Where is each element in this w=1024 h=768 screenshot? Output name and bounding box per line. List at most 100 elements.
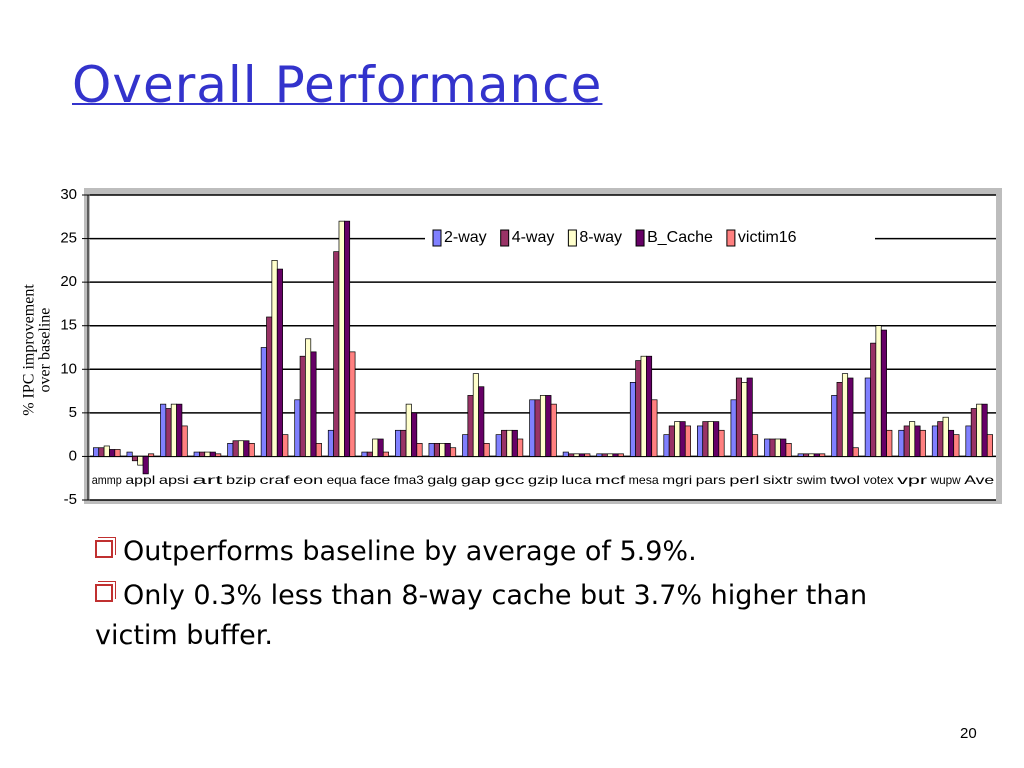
bar [299, 355, 306, 457]
x-tick-label: gap [461, 473, 491, 487]
x-tick-label: wupw [930, 473, 961, 487]
bar [534, 399, 541, 457]
x-tick-label: sixtr [763, 473, 793, 487]
bar [478, 386, 485, 457]
x-tick-label: twol [830, 473, 860, 487]
bar [181, 425, 188, 457]
bar [746, 377, 753, 457]
bar [617, 453, 624, 457]
bar [774, 438, 781, 457]
bar [780, 438, 787, 457]
x-tick-label: equa [327, 473, 357, 487]
legend-swatch [500, 229, 510, 247]
x-tick-label: appl [125, 473, 155, 487]
bar [707, 421, 714, 457]
bar [813, 453, 820, 457]
bar [260, 347, 267, 457]
bar [651, 399, 658, 457]
bar [93, 447, 100, 457]
bar [126, 451, 133, 457]
bar [785, 443, 792, 457]
bar [511, 429, 518, 457]
bar [663, 434, 670, 457]
bar [847, 377, 854, 457]
y-axis-label: % IPC improvement [21, 284, 38, 416]
bar [730, 399, 737, 457]
bar [568, 453, 575, 457]
bar [735, 377, 742, 457]
bar [333, 251, 340, 457]
bar [898, 429, 905, 457]
x-tick-label: fma3 [394, 473, 424, 487]
bar [836, 382, 843, 457]
bar [315, 443, 322, 457]
bar [344, 220, 351, 457]
bar [103, 445, 110, 457]
x-tick-label: mgri [662, 473, 692, 487]
x-tick-label: eon [293, 473, 323, 487]
bar [578, 453, 585, 457]
bar [137, 456, 144, 466]
bar [948, 429, 955, 457]
bar [596, 453, 603, 457]
bullet-text: Outperforms baseline by average of 5.9%. [123, 536, 697, 567]
legend-label: 2-way [444, 229, 487, 246]
bar [294, 399, 301, 457]
x-tick-label: Ave [964, 473, 994, 487]
bullet-text: Only 0.3% less than 8-way cache but 3.7%… [95, 580, 868, 651]
bar [271, 260, 278, 457]
bar [338, 220, 345, 457]
bar [903, 425, 910, 457]
bar [864, 377, 871, 457]
bar [981, 403, 988, 457]
bar [98, 447, 105, 457]
y-tick-label: 30 [60, 186, 77, 203]
bar [131, 456, 138, 462]
bar [797, 453, 804, 457]
bar [831, 395, 838, 457]
bar [886, 429, 893, 457]
bar [411, 412, 418, 457]
x-tick-label: mesa [629, 473, 659, 487]
bar [305, 338, 312, 457]
bar [679, 421, 686, 457]
bullet: Only 0.3% less than 8-way cache but 3.7%… [95, 576, 925, 656]
bar [584, 453, 591, 457]
bar [209, 451, 216, 457]
x-tick-label: mcf [595, 473, 626, 487]
bar [931, 425, 938, 457]
bar [562, 451, 569, 457]
x-tick-label: luca [562, 473, 592, 487]
bar [428, 443, 435, 457]
bar [803, 453, 810, 457]
bar [668, 425, 675, 457]
bar [382, 451, 389, 457]
bar [204, 451, 211, 457]
bar [372, 438, 379, 457]
bar [114, 449, 121, 457]
bar [215, 453, 222, 457]
legend-swatch [432, 229, 442, 247]
bar [170, 403, 177, 457]
bar [462, 434, 469, 457]
y-axis-label: over baseline [37, 308, 54, 393]
bar [327, 429, 334, 457]
bar [495, 434, 502, 457]
legend-label: 8-way [579, 229, 622, 246]
bar [165, 408, 172, 457]
y-tick-label: 10 [60, 360, 77, 377]
y-tick-label: 20 [60, 273, 77, 290]
bar [433, 443, 440, 457]
x-tick-label: craf [260, 473, 291, 487]
bar [612, 453, 619, 457]
bar [266, 316, 273, 457]
bar [909, 421, 916, 457]
bar [684, 425, 691, 457]
bullet: Outperforms baseline by average of 5.9%. [95, 532, 925, 572]
bar [395, 429, 402, 457]
bar [444, 443, 451, 457]
bar [366, 451, 373, 457]
bar [741, 382, 748, 457]
legend-swatch [726, 229, 736, 247]
